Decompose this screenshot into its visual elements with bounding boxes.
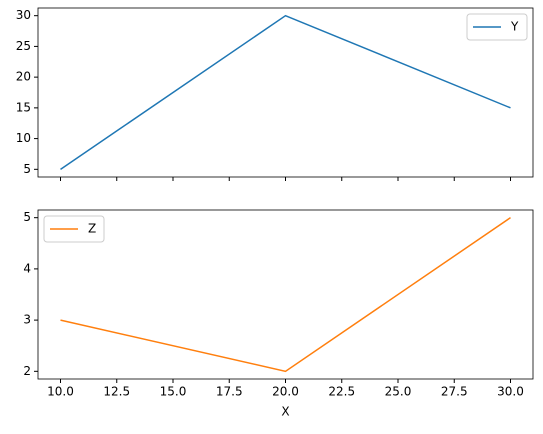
x-axis-label: X [281,405,289,419]
y-tick-label: 25 [16,39,31,53]
x-tick-label: 25.0 [385,385,412,399]
axes-frame [37,209,534,380]
x-tick-label: 30.0 [497,385,524,399]
x-tick-label: 20.0 [272,385,299,399]
x-tick-label: 22.5 [328,385,355,399]
x-tick-label: 17.5 [216,385,243,399]
y-tick-label: 5 [23,210,31,224]
line [60,14,511,170]
x-tick-label: 12.5 [103,385,130,399]
y-tick-label: 10 [16,131,31,145]
x-tick-label: 27.5 [441,385,468,399]
y-tick-label: 4 [23,261,31,275]
axes-frame [37,7,534,178]
y-tick-label: 3 [23,313,31,327]
y-tick-label: 30 [16,8,31,22]
x-tick-label: 15.0 [160,385,187,399]
line [60,217,511,373]
y-tick-label: 5 [23,162,31,176]
x-tick-label: 10.0 [47,385,74,399]
legend-label: Z [88,222,96,236]
y-tick-label: 15 [16,100,31,114]
y-tick-label: 20 [16,70,31,84]
y-tick-label: 2 [23,364,31,378]
legend-label: Y [510,20,519,34]
